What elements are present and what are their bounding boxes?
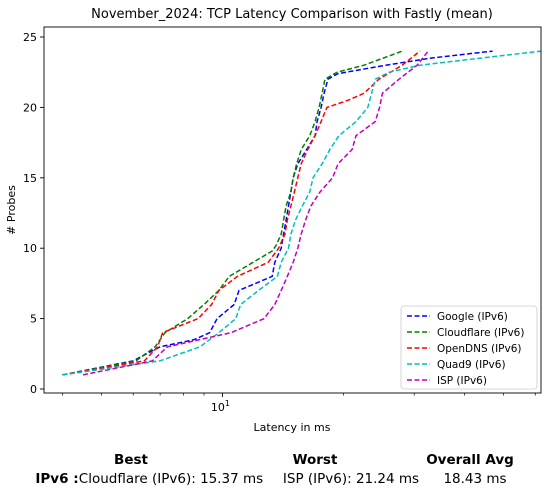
y-tick-label: 20 bbox=[23, 101, 37, 114]
chart: November_2024: TCP Latency Comparison wi… bbox=[5, 7, 542, 434]
series-line-quad9-ipv6 bbox=[62, 50, 542, 376]
y-tick-label: 5 bbox=[30, 313, 37, 326]
y-tick-label: 0 bbox=[30, 383, 37, 396]
series-line-isp-ipv6 bbox=[82, 50, 429, 376]
y-tick-label: 10 bbox=[23, 242, 37, 255]
series-line-opendns-ipv6 bbox=[62, 50, 421, 376]
legend-box bbox=[400, 305, 538, 390]
legend-label: Google (IPv6) bbox=[437, 311, 508, 323]
best-header: Best bbox=[114, 452, 148, 468]
legend-label: Quad9 (IPv6) bbox=[437, 359, 506, 371]
best-value: Cloudflare (IPv6): 15.37 ms bbox=[78, 471, 264, 487]
legend-label: Cloudflare (IPv6) bbox=[437, 327, 524, 339]
worst-value: ISP (IPv6): 21.24 ms bbox=[282, 471, 420, 487]
y-axis-label: # Probes bbox=[5, 185, 18, 235]
series-line-google-ipv6 bbox=[62, 50, 493, 376]
plot-frame bbox=[43, 26, 542, 394]
worst-header: Worst bbox=[292, 452, 338, 468]
x-tick-label: 101 bbox=[211, 399, 230, 414]
row-label: IPv6 : bbox=[35, 471, 79, 487]
legend-label: ISP (IPv6) bbox=[437, 375, 487, 387]
summary-table: Best Worst Overall Avg IPv6 : Cloudflare… bbox=[0, 448, 548, 494]
y-tick-label: 25 bbox=[23, 31, 37, 44]
legend: Google (IPv6) Cloudflare (IPv6) OpenDNS (I… bbox=[400, 305, 538, 390]
x-axis-label: Latency in ms bbox=[254, 421, 331, 434]
legend-label: OpenDNS (IPv6) bbox=[437, 343, 522, 355]
series-line-cloudflare-ipv6 bbox=[62, 50, 403, 376]
avg-value: 18.43 ms bbox=[443, 471, 507, 487]
chart-title: November_2024: TCP Latency Comparison wi… bbox=[91, 7, 493, 22]
avg-header: Overall Avg bbox=[426, 452, 514, 468]
y-tick-label: 15 bbox=[23, 172, 37, 185]
